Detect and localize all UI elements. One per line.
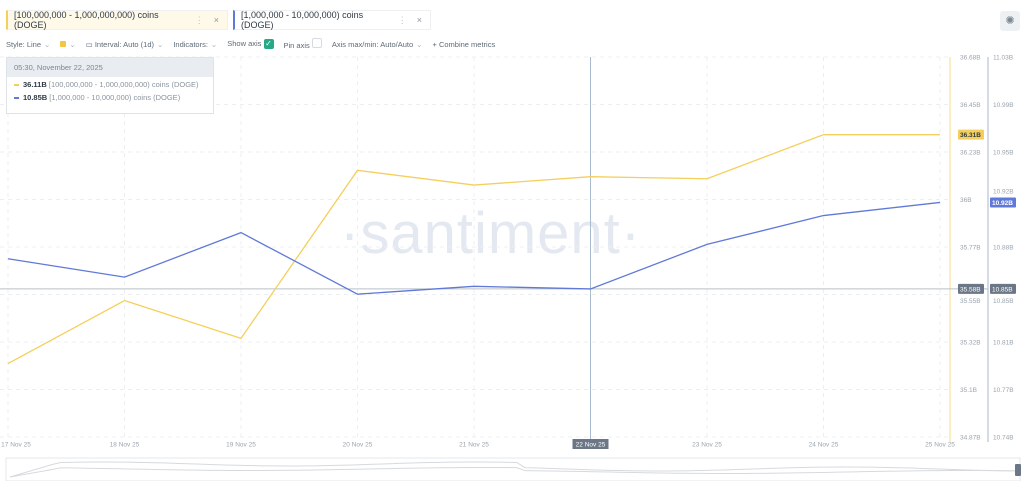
left-axis-tick: 35.1B (960, 387, 977, 394)
metric-tab[interactable]: [100,000,000 - 1,000,000,000) coins (DOG… (6, 10, 228, 30)
right-axis-tick: 10.99B (993, 102, 1014, 109)
color-picker[interactable]: ⌄ (60, 40, 76, 49)
series-swatch (14, 97, 19, 99)
right-axis-tick: 10.81B (993, 340, 1014, 347)
indicators-label: Indicators: (173, 39, 208, 49)
metric-tab[interactable]: [1,000,000 - 10,000,000) coins (DOGE) ⋮ … (233, 10, 431, 30)
left-axis-tick: 35.77B (960, 245, 981, 252)
crosshair-x-badge (572, 439, 609, 449)
combine-label: Combine metrics (438, 39, 496, 49)
right-axis-tick: 10.95B (993, 150, 1014, 157)
checkbox-checked-icon[interactable]: ✓ (263, 39, 274, 49)
tooltip-value: 10.85B (23, 93, 48, 102)
color-swatch (60, 40, 67, 47)
more-icon[interactable]: ⋮ (397, 14, 407, 25)
tooltip-label: [100,000,000 - 1,000,000,000) coins (DOG… (48, 80, 199, 89)
tooltip-row: 10.85B [1,000,000 - 10,000,000) coins (D… (7, 93, 213, 103)
left-axis-tick: 36.45B (960, 102, 981, 109)
right-axis-tick: 10.85B (993, 298, 1014, 305)
sun-icon[interactable]: ✺ (1000, 11, 1020, 31)
metric-tab-label: [1,000,000 - 10,000,000) coins (DOGE) (241, 10, 364, 30)
combine-metrics-button[interactable]: + Combine metrics (432, 40, 495, 49)
close-icon[interactable]: × (213, 15, 219, 25)
navigator-line (9, 461, 1016, 478)
crosshair-y-badge (958, 283, 984, 294)
last-value-label: 36.31B (960, 132, 981, 139)
interval-dropdown[interactable]: ▭ Interval: Auto (1d) ⌄ (85, 39, 164, 49)
show-axis-toggle[interactable]: Show axis ✓ (227, 39, 274, 49)
x-axis-tick: 24 Nov 25 (809, 442, 839, 449)
crosshair-y-label: 10.85B (992, 286, 1013, 293)
style-dropdown[interactable]: Style: Line ⌄ (6, 39, 51, 49)
show-axis-label: Show axis (227, 39, 262, 48)
tooltip-date: 05:30, November 22, 2025 (7, 58, 213, 77)
x-axis-tick: 22 Nov 25 (576, 442, 606, 449)
last-value-badge (990, 197, 1016, 208)
right-axis-tick: 10.88B (993, 245, 1014, 252)
navigator-handle[interactable] (1015, 464, 1021, 476)
style-label: Style: Line (6, 39, 42, 49)
x-axis-tick: 18 Nov 25 (110, 442, 140, 449)
series-swatch (14, 84, 19, 86)
left-axis-tick: 35.55B (960, 298, 981, 305)
close-icon[interactable]: × (416, 15, 422, 25)
left-axis-tick: 36.68B (960, 55, 981, 62)
left-axis-tick: 36B (960, 197, 972, 204)
right-axis-tick: 10.74B (993, 435, 1014, 442)
right-axis-tick: 11.03B (993, 55, 1013, 62)
tooltip-row: 36.11B [100,000,000 - 1,000,000,000) coi… (7, 80, 213, 90)
indicators-dropdown[interactable]: Indicators: ⌄ (173, 39, 218, 49)
pin-axis-label: Pin axis (283, 41, 310, 50)
crosshair-y-badge (990, 283, 1016, 294)
toolbar: Style: Line ⌄ ⌄ ▭ Interval: Auto (1d) ⌄ In… (6, 38, 495, 50)
more-icon[interactable]: ⋮ (194, 14, 204, 25)
left-axis-tick: 36.23B (960, 150, 981, 157)
plus-icon: + (432, 39, 437, 49)
x-axis-tick: 23 Nov 25 (692, 442, 722, 449)
chart-tooltip: 05:30, November 22, 2025 36.11B [100,000… (6, 57, 214, 114)
calendar-icon: ▭ (85, 39, 93, 49)
last-value-label: 10.92B (992, 200, 1013, 207)
right-axis-tick: 10.77B (993, 387, 1014, 394)
left-axis-tick: 34.87B (960, 435, 981, 442)
tooltip-label: [1,000,000 - 10,000,000) coins (DOGE) (49, 93, 181, 102)
crosshair-y-label: 35.58B (960, 286, 981, 293)
left-axis-tick: 35.32B (960, 340, 981, 347)
right-axis-tick: 10.92B (993, 188, 1014, 195)
axis-maxmin-label: Axis max/min: Auto/Auto (331, 39, 414, 49)
interval-label: Interval: Auto (1d) (94, 39, 155, 49)
tooltip-value: 36.11B (23, 80, 47, 89)
navigator-line (9, 467, 1016, 478)
last-value-badge (958, 129, 984, 140)
metric-tab-label: [100,000,000 - 1,000,000,000) coins (DOG… (14, 10, 159, 30)
pin-axis-toggle[interactable]: Pin axis (284, 38, 322, 50)
axis-maxmin-dropdown[interactable]: Axis max/min: Auto/Auto ⌄ (331, 39, 423, 49)
x-axis-tick: 25 Nov 25 (925, 442, 955, 449)
x-axis-tick: 17 Nov 25 (1, 442, 31, 449)
x-axis-tick: 19 Nov 25 (226, 442, 256, 449)
series-line (7, 201, 941, 295)
checkbox-unchecked[interactable] (311, 38, 322, 48)
x-axis-tick: 21 Nov 25 (459, 442, 489, 449)
x-axis-tick: 20 Nov 25 (343, 442, 373, 449)
